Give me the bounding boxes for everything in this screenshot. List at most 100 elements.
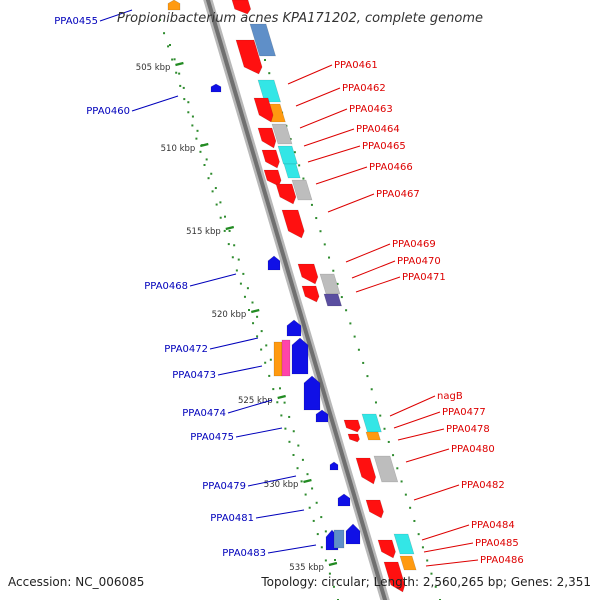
scale-label: 520 kbp: [212, 310, 247, 320]
label-leader-lines: [99, 9, 479, 567]
reverse-track-dot: [311, 487, 314, 490]
reverse-track-dot: [224, 215, 226, 218]
forward-gene-15-shape: [297, 263, 319, 285]
forward-leader: [303, 128, 355, 147]
forward-gene-label: PPA0469: [392, 239, 436, 250]
forward-gene-label: PPA0484: [471, 520, 515, 531]
reverse-track-dot: [265, 344, 268, 347]
reverse-track-dot: [301, 458, 304, 461]
scale-track-dot: [252, 322, 255, 325]
forward-gene-label: PPA0461: [334, 60, 378, 71]
forward-track-dot: [332, 269, 335, 272]
forward-gene-8-shape: [261, 149, 280, 169]
forward-track-dot: [357, 348, 360, 351]
forward-leader: [405, 448, 450, 463]
reverse-track-dot: [191, 115, 194, 118]
reverse-track-dot: [178, 72, 181, 75]
reverse-leader: [209, 337, 259, 350]
scale-track-dot: [183, 98, 186, 101]
forward-block-7-shape: [271, 123, 293, 145]
reverse-track-dot: [256, 315, 259, 318]
scale-track-dot: [312, 519, 315, 522]
reverse-leader: [267, 544, 317, 554]
forward-gene-29-shape: [383, 561, 406, 593]
reverse-gene-label: PPA0473: [172, 370, 216, 381]
scale-track-dot: [272, 388, 275, 391]
scale-label: 505 kbp: [136, 63, 171, 73]
forward-track-dot: [366, 375, 369, 378]
forward-track-dot: [302, 177, 305, 180]
forward-track-dot: [268, 72, 271, 75]
forward-track-dot: [336, 282, 339, 285]
scale-track-dot: [332, 585, 335, 588]
forward-block-20: [365, 431, 381, 441]
forward-block-7: [271, 123, 293, 145]
forward-block-26: [393, 533, 415, 555]
forward-leader: [397, 428, 445, 441]
scale-track-dot: [239, 282, 242, 285]
forward-leader: [413, 484, 460, 501]
forward-gene-16: [301, 285, 320, 303]
forward-gene-13: [275, 183, 297, 205]
scale-track-dot: [296, 467, 299, 470]
scale-track-dot: [264, 361, 267, 364]
forward-track-dot: [396, 467, 399, 470]
forward-gene-label: PPA0470: [397, 256, 441, 267]
scale-track-dot: [219, 216, 222, 219]
scale-track-dot: [243, 295, 246, 298]
reverse-track-dot: [173, 58, 176, 61]
forward-track-dot: [323, 243, 326, 246]
topology-text: Topology: circular; Length: 2,560,265 bp…: [260, 575, 591, 589]
scale-track-dot: [235, 269, 238, 272]
reverse-leader: [255, 509, 305, 519]
reverse-gene-3: [286, 319, 302, 337]
scale-track-dot: [167, 45, 170, 48]
forward-track-dot: [426, 559, 429, 562]
reverse-gene-5: [303, 375, 321, 411]
forward-gene-1-shape: [235, 39, 263, 75]
scale-track-dot: [227, 243, 230, 246]
reverse-track-dot: [306, 473, 309, 476]
forward-block-12: [291, 179, 313, 201]
forward-block-23-shape: [373, 455, 399, 483]
scale-track-dot: [320, 546, 323, 549]
reverse-track-dot: [315, 501, 318, 504]
scale-tick: [328, 561, 338, 567]
forward-gene-22-shape: [347, 433, 360, 443]
forward-track-dot: [315, 217, 318, 220]
forward-track-dot: [340, 296, 343, 299]
forward-leader: [351, 260, 396, 279]
scale-track-dot: [304, 493, 307, 496]
forward-gene-29: [383, 561, 406, 593]
gene-labels: PPA0455 PPA0460 PPA0468 PPA0472 PPA0473 PPA04…: [54, 16, 523, 566]
forward-track-dot: [400, 480, 403, 483]
forward-track-dot: [404, 493, 407, 496]
forward-gene-13-shape: [275, 183, 297, 205]
reverse-track-dot: [228, 229, 231, 232]
reverse-track-dot: [182, 86, 185, 89]
forward-block-11: [283, 163, 301, 179]
forward-gene-16-shape: [301, 285, 320, 303]
gene-features: [167, 0, 417, 593]
forward-block-9: [277, 145, 298, 165]
forward-gene-label: PPA0465: [362, 141, 406, 152]
reverse-gene-4: [291, 337, 309, 375]
reverse-leader: [189, 273, 237, 287]
forward-gene-5-shape: [253, 97, 274, 123]
scale-track-dot: [223, 229, 226, 232]
reverse-gene-label: PPA0483: [222, 548, 266, 559]
reverse-track-dot: [334, 559, 336, 561]
scale-track-dot: [280, 414, 283, 417]
genome-backbone: [203, 0, 390, 600]
forward-track-dot: [264, 59, 266, 61]
scale-track-dot: [207, 177, 210, 180]
forward-track-dot: [370, 388, 373, 391]
forward-track-dot: [328, 256, 331, 259]
forward-leader: [423, 542, 474, 553]
forward-gene-label: PPA0486: [480, 555, 524, 566]
reverse-track-dot: [260, 330, 263, 333]
forward-track-dot: [383, 427, 386, 430]
forward-gene-label: PPA0477: [442, 407, 486, 418]
forward-block-18: [323, 293, 342, 307]
